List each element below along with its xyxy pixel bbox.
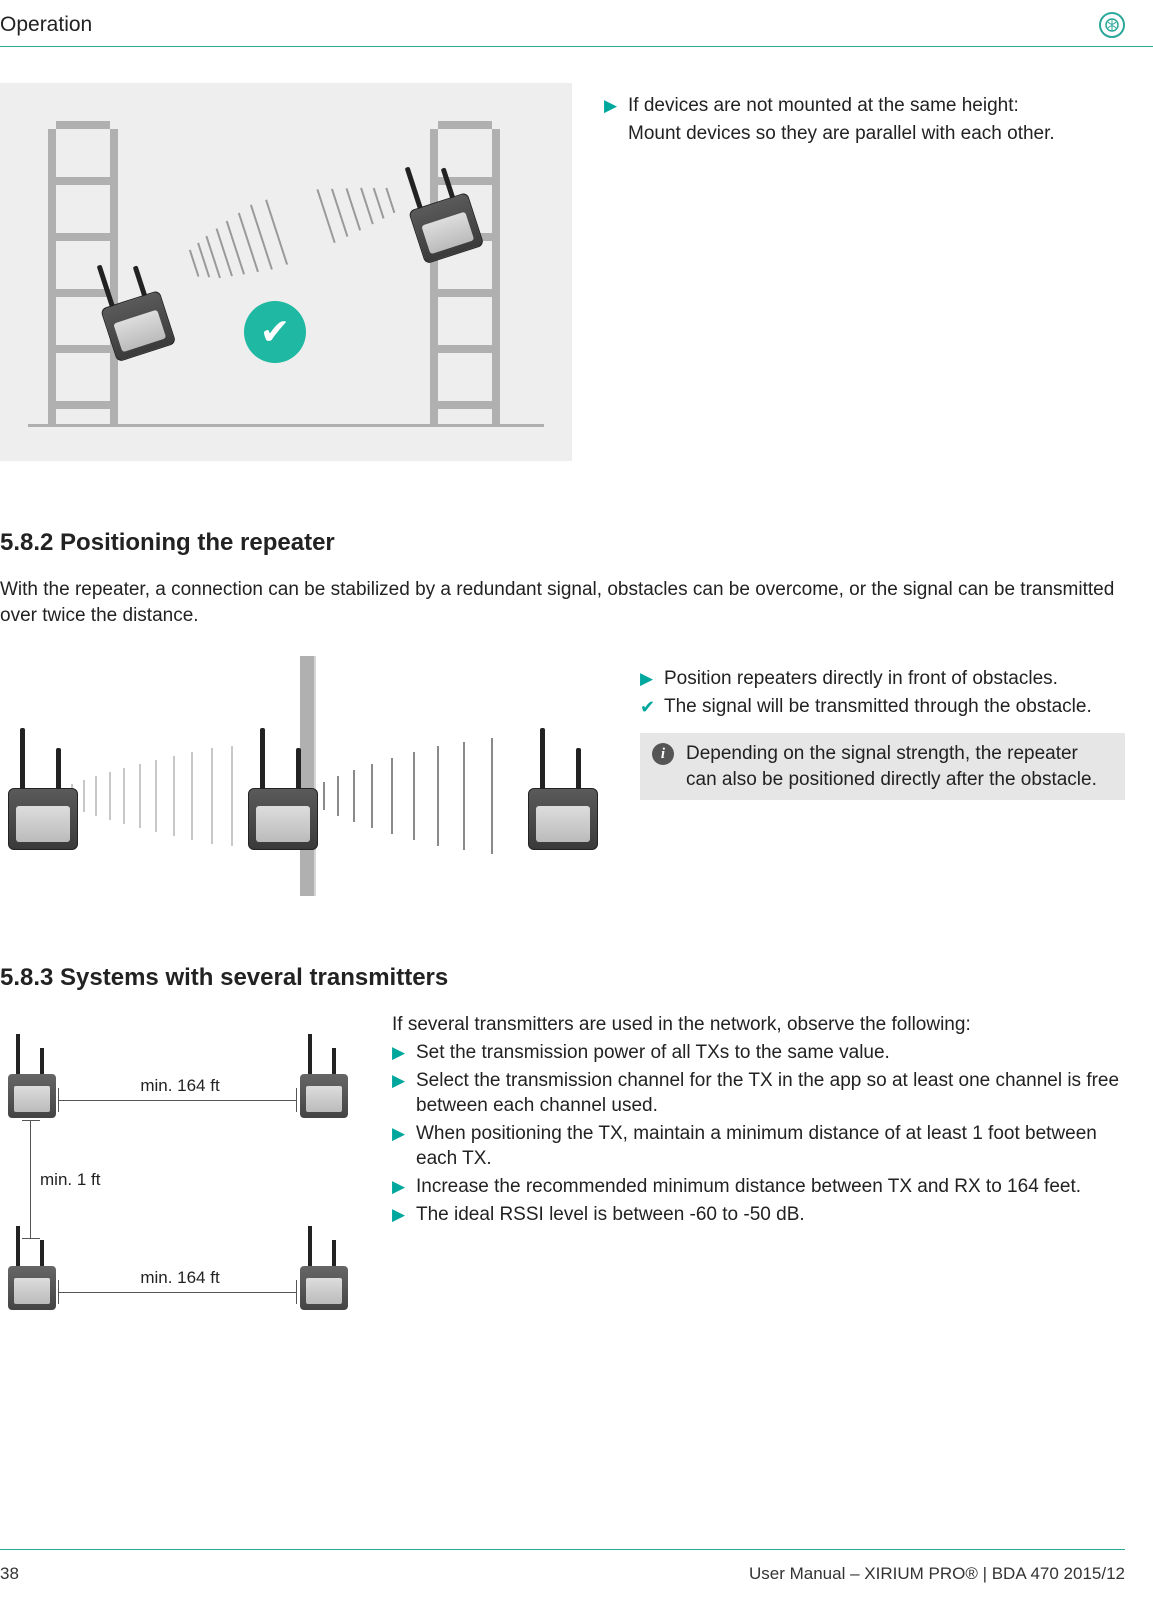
dim-label-bottom: min. 164 ft: [100, 1268, 260, 1288]
device-tx-b: [6, 1240, 58, 1310]
dim-label-vert: min. 1 ft: [40, 1170, 120, 1190]
section1-line2: Mount devices so they are parallel with …: [604, 121, 1125, 147]
figure-1-text: ▶ If devices are not mounted at the same…: [604, 83, 1125, 461]
page-number: 38: [0, 1564, 19, 1584]
section3-intro: If several transmitters are used in the …: [392, 1012, 1125, 1038]
figure-repeater-obstacle: [0, 656, 608, 896]
figure-multi-tx-distances: min. 164 ft min. 1 ft min. 164 ft: [0, 1012, 352, 1352]
device-repeater: [240, 760, 318, 850]
info-icon: i: [652, 743, 674, 765]
page-header: Operation: [0, 0, 1153, 47]
device-rx-2: [520, 760, 598, 850]
s3-b5: The ideal RSSI level is between -60 to -…: [416, 1202, 805, 1228]
figure-parallel-mounting: ✔: [0, 83, 572, 461]
triangle-bullet-icon: ▶: [392, 1040, 410, 1066]
footer-doc-id: User Manual – XIRIUM PRO® | BDA 470 2015…: [749, 1564, 1125, 1584]
page-content: ✔ ▶ If devices are not mounted at the sa…: [0, 47, 1153, 1352]
section1-bullet: If devices are not mounted at the same h…: [628, 93, 1019, 119]
triangle-bullet-icon: ▶: [392, 1121, 410, 1147]
device-tx-a: [6, 1048, 58, 1118]
section3-text: If several transmitters are used in the …: [392, 1012, 1125, 1352]
signal-arcs-icon: [164, 129, 436, 336]
s3-b1: Set the transmission power of all TXs to…: [416, 1040, 890, 1066]
heading-5-8-3: 5.8.3 Systems with several transmitters: [0, 964, 1125, 992]
triangle-bullet-icon: ▶: [392, 1202, 410, 1228]
ground-line: [28, 424, 544, 427]
brand-logo-icon: [1099, 12, 1125, 38]
triangle-bullet-icon: ▶: [640, 666, 658, 692]
figure-2-text: ▶ Position repeaters directly in front o…: [640, 656, 1125, 896]
figure-row-2: ▶ Position repeaters directly in front o…: [0, 656, 1125, 896]
section2-intro: With the repeater, a connection can be s…: [0, 577, 1125, 628]
info-text: Depending on the signal strength, the re…: [686, 741, 1113, 792]
s3-b3: When positioning the TX, maintain a mini…: [416, 1121, 1125, 1172]
device-tx-2: [0, 760, 78, 850]
device-rx-a: [298, 1048, 350, 1118]
figure-row-1: ✔ ▶ If devices are not mounted at the sa…: [0, 83, 1125, 461]
check-badge-icon: ✔: [244, 301, 306, 363]
s3-b2: Select the transmission channel for the …: [416, 1068, 1125, 1119]
section2-bullet1: Position repeaters directly in front of …: [664, 666, 1058, 692]
check-bullet-icon: ✔: [640, 694, 658, 721]
info-note: i Depending on the signal strength, the …: [640, 733, 1125, 800]
figure-row-3: min. 164 ft min. 1 ft min. 164 ft If sev…: [0, 1012, 1125, 1352]
device-rx-b: [298, 1240, 350, 1310]
page-footer: 38 User Manual – XIRIUM PRO® | BDA 470 2…: [0, 1549, 1125, 1584]
header-title: Operation: [0, 13, 92, 37]
triangle-bullet-icon: ▶: [392, 1068, 410, 1094]
s3-b4: Increase the recommended minimum distanc…: [416, 1174, 1081, 1200]
triangle-bullet-icon: ▶: [392, 1174, 410, 1200]
heading-5-8-2: 5.8.2 Positioning the repeater: [0, 529, 1125, 557]
section2-result1: The signal will be transmitted through t…: [664, 694, 1092, 720]
triangle-bullet-icon: ▶: [604, 93, 622, 119]
dim-label-top: min. 164 ft: [100, 1076, 260, 1096]
